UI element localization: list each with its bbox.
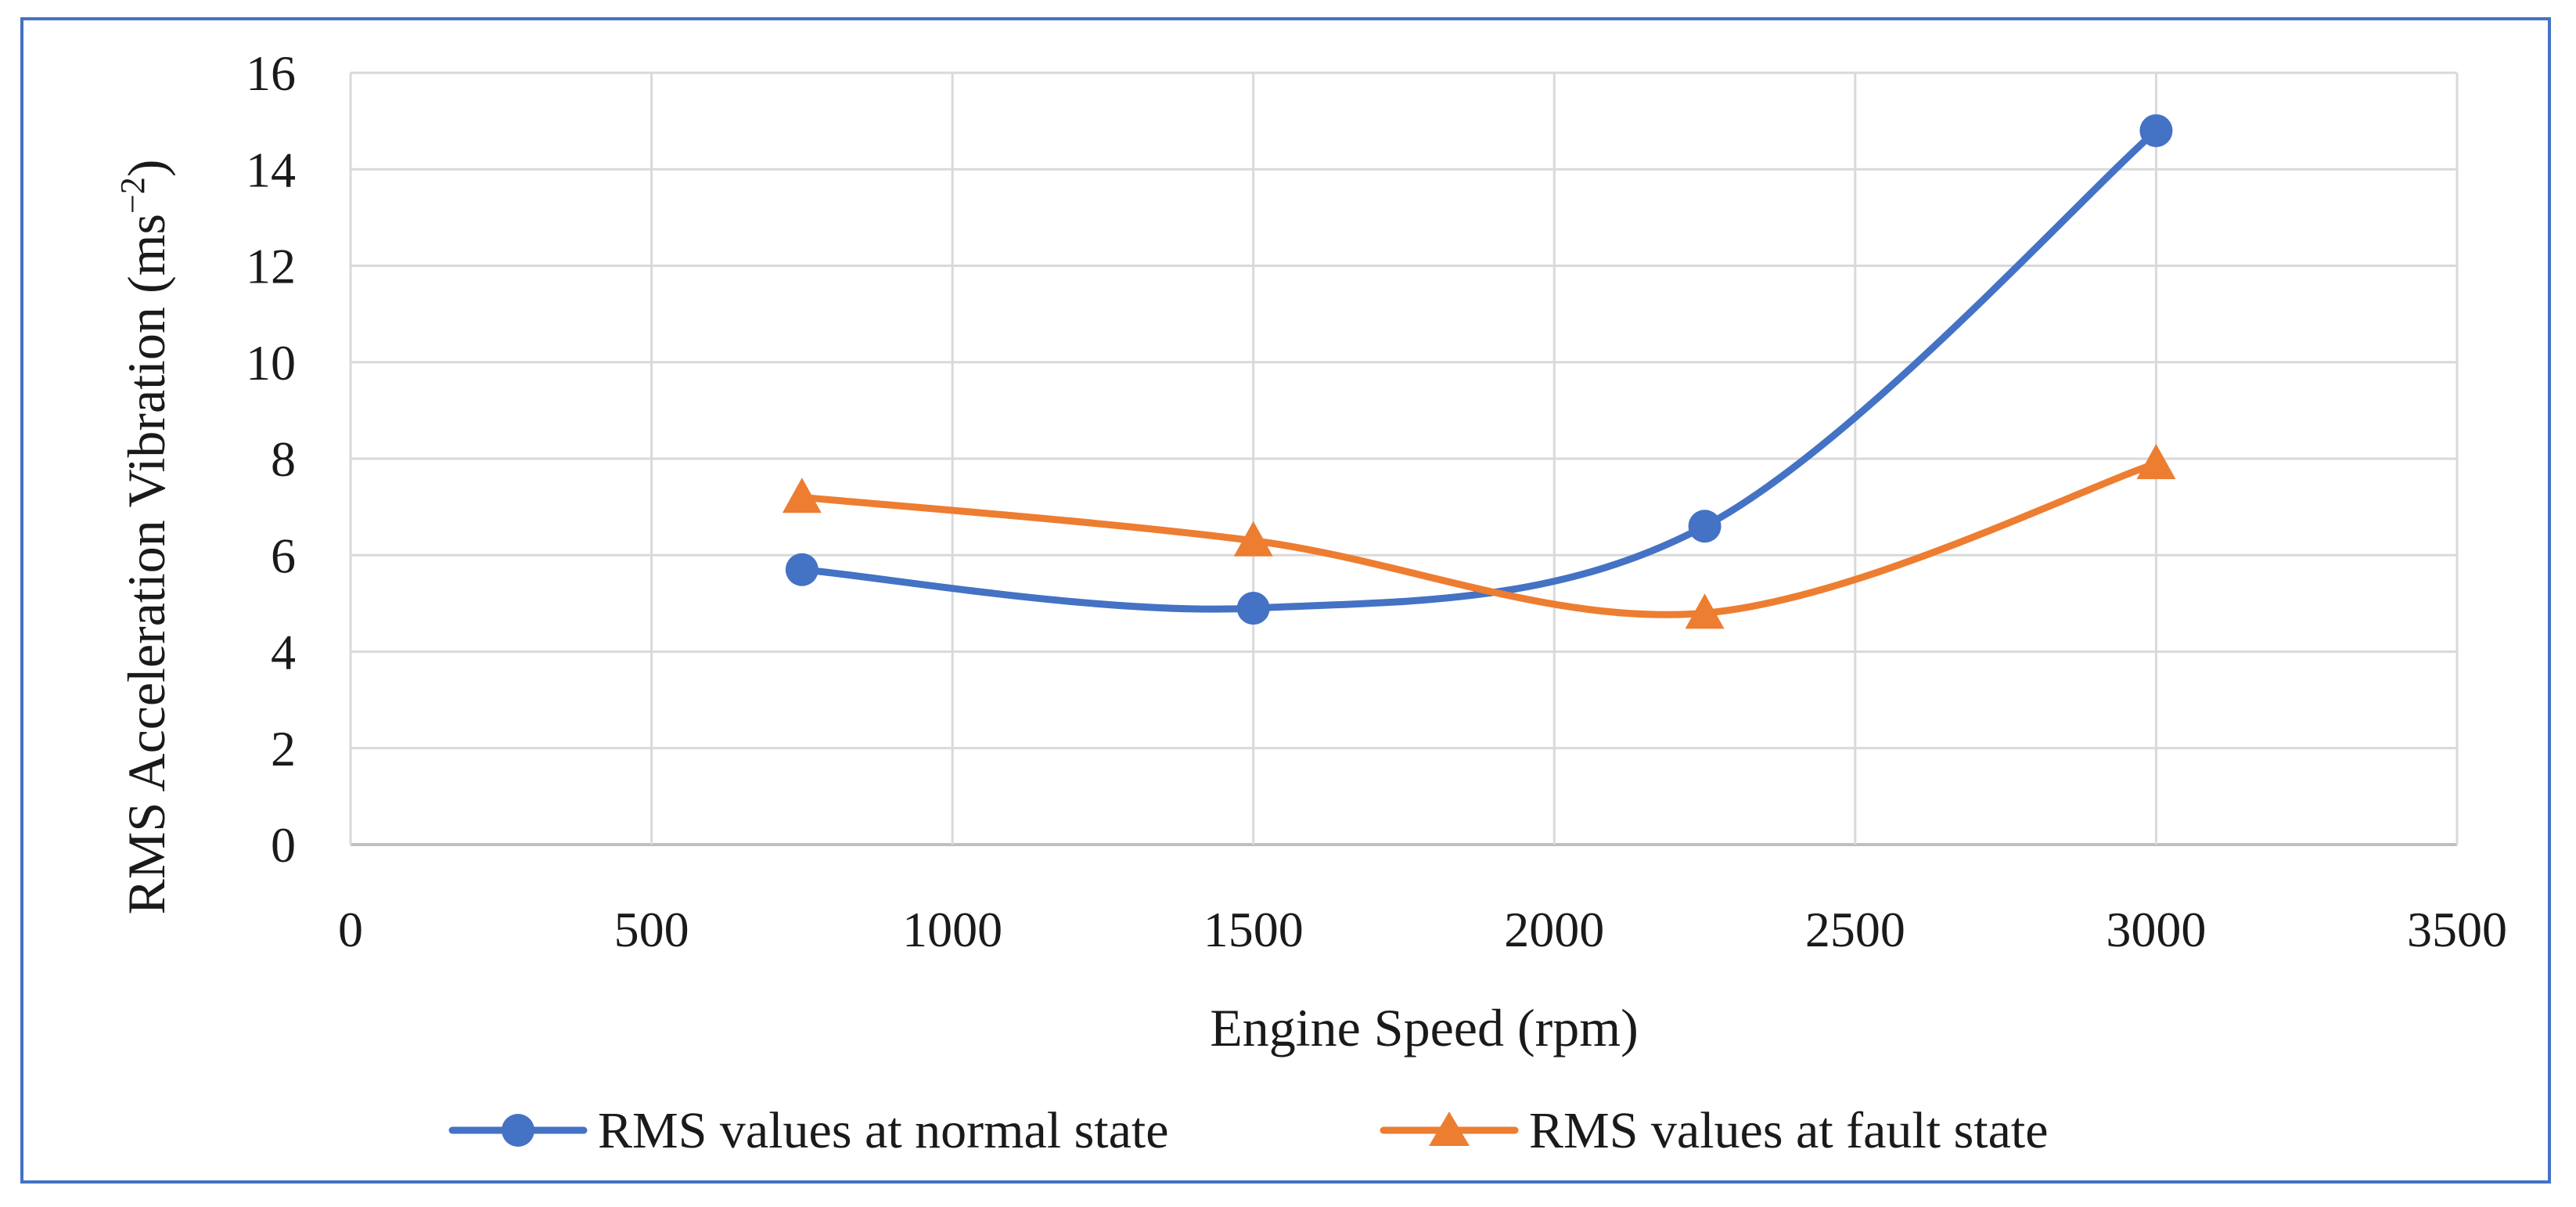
y-axis-title-exponent: −2: [113, 177, 152, 214]
legend-label-normal: RMS values at normal state: [598, 1102, 1169, 1159]
data-point-1-0: [782, 477, 822, 513]
x-axis-title: Engine Speed (rpm): [1210, 998, 1639, 1057]
line-chart: 0 2 4 6 8 10 12 14 16 0 500 1000 1500 2000 2500 3000 350…: [113, 45, 2507, 1159]
y-tick-label-10: 10: [246, 335, 296, 391]
tick-labels: 0 2 4 6 8 10 12 14 16 0 500 1000 1500 2000 2500 3000 350…: [246, 45, 2507, 957]
series-1: [782, 444, 2176, 629]
data-point-0-2: [1688, 510, 1722, 543]
legend-entry-fault: RMS values at fault state: [1380, 1102, 2049, 1159]
legend-label-fault: RMS values at fault state: [1529, 1102, 2049, 1159]
legend: RMS values at normal state RMS values at…: [448, 1102, 2049, 1159]
data-point-1-2: [1685, 593, 1725, 629]
x-tick-label-3000: 3000: [2106, 902, 2206, 957]
series-line-0: [798, 127, 2160, 613]
y-tick-label-6: 6: [271, 528, 296, 583]
y-axis-title-close: ): [117, 159, 176, 177]
y-tick-label-12: 12: [246, 239, 296, 294]
x-tick-label-500: 500: [614, 902, 689, 957]
y-tick-label-16: 16: [246, 45, 296, 101]
x-tick-label-1000: 1000: [902, 902, 1002, 957]
legend-entry-normal: RMS values at normal state: [448, 1102, 1169, 1159]
data-point-0-1: [1236, 592, 1270, 625]
series-0: [785, 113, 2173, 625]
y-tick-label-0: 0: [271, 817, 296, 873]
y-tick-label-2: 2: [271, 721, 296, 776]
series-layer: [782, 113, 2176, 629]
x-tick-label-1500: 1500: [1203, 902, 1304, 957]
x-tick-label-0: 0: [338, 902, 363, 957]
figure-frame: 0 2 4 6 8 10 12 14 16 0 500 1000 1500 2000 2500 3000 350…: [20, 17, 2551, 1184]
y-tick-label-4: 4: [271, 625, 296, 680]
y-tick-label-14: 14: [246, 142, 296, 197]
gridlines: [349, 71, 2459, 846]
y-tick-label-8: 8: [271, 431, 296, 487]
data-point-0-0: [785, 553, 818, 586]
y-axis-title-main: RMS Acceleration Vibration (ms: [117, 214, 176, 915]
x-tick-label-3500: 3500: [2407, 902, 2507, 957]
legend-marker-triangle: [1429, 1112, 1470, 1146]
series-line-1: [798, 459, 2160, 618]
data-point-1-3: [2136, 444, 2176, 480]
legend-marker-circle: [502, 1114, 534, 1147]
data-point-1-1: [1233, 521, 1273, 557]
x-tick-label-2500: 2500: [1805, 902, 1905, 957]
y-axis-title: RMS Acceleration Vibration (ms−2): [113, 159, 176, 914]
x-tick-label-2000: 2000: [1504, 902, 1604, 957]
data-point-0-3: [2139, 113, 2173, 147]
